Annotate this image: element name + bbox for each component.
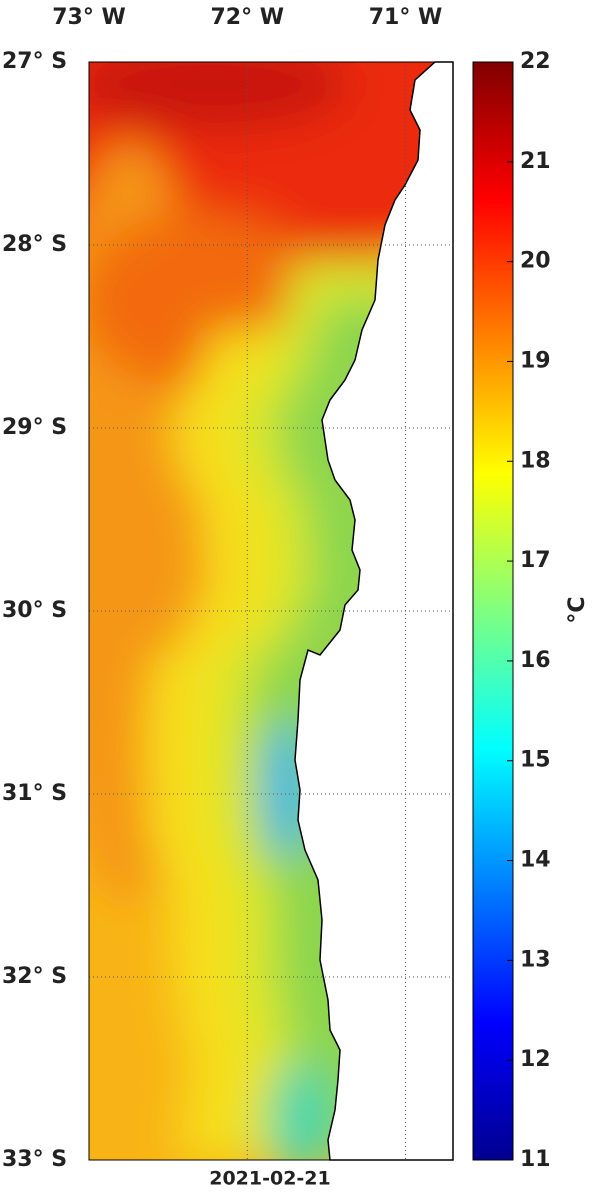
lat-label: 33° S xyxy=(2,1147,67,1172)
lat-label: 27° S xyxy=(2,49,67,74)
lat-label: 30° S xyxy=(2,598,67,623)
colorbar-tick-label: 13 xyxy=(520,947,551,972)
lat-label: 32° S xyxy=(2,964,67,989)
colorbar-tick-label: 11 xyxy=(520,1147,551,1172)
colorbar-label: °C xyxy=(565,596,590,623)
colorbar-tick-label: 17 xyxy=(520,548,551,573)
map-frame xyxy=(88,61,454,1161)
lon-label: 73° W xyxy=(52,5,126,30)
colorbar xyxy=(472,61,514,1161)
lat-label: 31° S xyxy=(2,781,67,806)
lat-label: 29° S xyxy=(2,415,67,440)
colorbar-tick-label: 12 xyxy=(520,1047,551,1072)
colorbar-tick-label: 22 xyxy=(520,49,551,74)
colorbar-tick-label: 21 xyxy=(520,149,551,174)
colorbar-tick-label: 14 xyxy=(520,848,551,873)
lon-label: 72° W xyxy=(210,5,284,30)
colorbar-tick-label: 16 xyxy=(520,648,551,673)
colorbar-tick-label: 19 xyxy=(520,348,551,373)
colorbar-tick-label: 20 xyxy=(520,249,551,274)
warm-core xyxy=(89,62,350,130)
date-label: 2021-02-21 xyxy=(209,1168,331,1189)
colorbar-tick-label: 15 xyxy=(520,748,551,773)
cool-south xyxy=(270,1060,330,1160)
lat-label: 28° S xyxy=(2,232,67,257)
colorbar-tick-label: 18 xyxy=(520,448,551,473)
lon-label: 71° W xyxy=(369,5,443,30)
